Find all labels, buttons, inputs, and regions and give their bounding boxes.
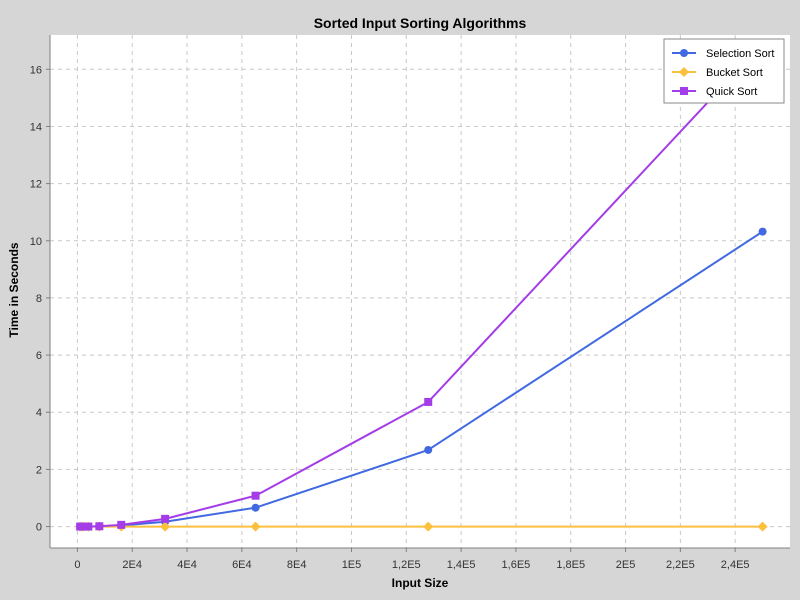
x-tick-label: 6E4 <box>232 559 252 571</box>
quick-sort-point <box>117 520 126 529</box>
x-axis-ticks: 0 2E4 4E4 6E4 8E4 1E5 1,2E5 1,4E5 1,6E5 1,8E5 2E5 2… <box>74 548 750 571</box>
axes <box>49 35 790 549</box>
bucket-sort-point <box>757 521 768 532</box>
x-tick-label: 8E4 <box>287 559 307 571</box>
legend-swatch-marker <box>680 49 688 57</box>
bucket-sort-point <box>160 521 171 532</box>
y-tick-label: 16 <box>30 64 42 76</box>
legend-swatch-marker <box>680 87 688 95</box>
quick-sort-series <box>76 39 767 531</box>
x-tick-label: 2,4E5 <box>721 559 750 571</box>
x-tick-label: 2,2E5 <box>666 559 695 571</box>
x-tick-label: 1,2E5 <box>392 559 421 571</box>
x-tick-label: 2E4 <box>122 559 142 571</box>
y-tick-label: 6 <box>36 350 42 362</box>
x-tick-label: 1,8E5 <box>556 559 585 571</box>
selection-sort-point <box>758 227 767 236</box>
y-tick-label: 2 <box>36 464 42 476</box>
quick-sort-point <box>251 491 260 500</box>
x-tick-label: 4E4 <box>177 559 197 571</box>
selection-sort-point <box>424 445 433 454</box>
y-tick-label: 0 <box>36 522 42 534</box>
y-tick-label: 12 <box>30 179 42 191</box>
x-axis-label: Input Size <box>392 576 449 590</box>
chart-title: Sorted Input Sorting Algorithms <box>314 15 527 31</box>
bucket-sort-point <box>423 521 434 532</box>
series-layer <box>75 39 768 532</box>
y-axis-label: Time in Seconds <box>7 242 21 337</box>
x-tick-label: 0 <box>74 559 80 571</box>
x-tick-label: 1,6E5 <box>502 559 531 571</box>
bucket-sort-point <box>250 521 261 532</box>
y-tick-label: 10 <box>30 236 42 248</box>
y-axis-ticks: 0 2 4 6 8 10 12 14 16 <box>30 64 50 534</box>
quick-sort-point <box>424 397 433 406</box>
quick-sort-point <box>78 522 87 531</box>
legend-swatch-marker <box>679 67 689 77</box>
legend-label-bucket-sort: Bucket Sort <box>706 67 763 79</box>
quick-sort-point <box>161 514 170 523</box>
y-tick-label: 8 <box>36 293 42 305</box>
quick-sort-point <box>84 522 93 531</box>
quick-sort-point <box>95 522 104 531</box>
plot-area <box>50 35 790 548</box>
legend: Selection Sort Bucket Sort Quick Sort <box>663 38 785 104</box>
y-tick-label: 4 <box>36 407 42 419</box>
legend-label-quick-sort: Quick Sort <box>706 86 757 98</box>
selection-sort-point <box>251 503 260 512</box>
x-tick-label: 2E5 <box>616 559 636 571</box>
legend-label-selection-sort: Selection Sort <box>706 48 774 60</box>
x-tick-label: 1E5 <box>342 559 362 571</box>
x-tick-label: 1,4E5 <box>447 559 476 571</box>
y-tick-label: 14 <box>30 121 42 133</box>
